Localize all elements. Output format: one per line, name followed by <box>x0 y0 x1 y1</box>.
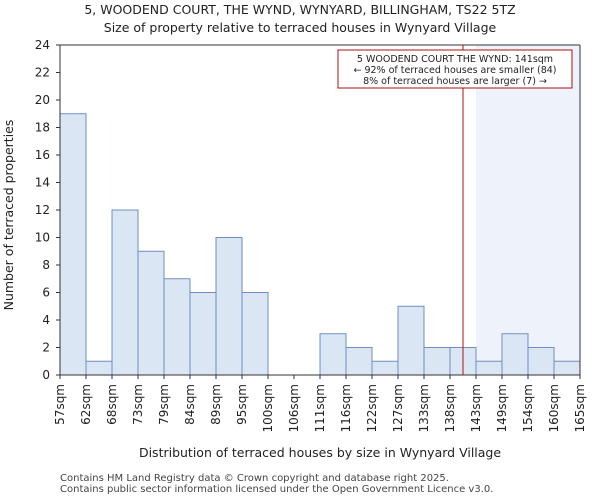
bar-62sqm <box>85 360 113 376</box>
histogram-chart: 5, WOODEND COURT, THE WYND, WYNYARD, BIL… <box>1 2 587 460</box>
x-tick-label-122sqm: 122sqm <box>365 384 379 432</box>
x-tick-label-165sqm: 165sqm <box>573 384 587 432</box>
y-tick-label-6: 6 <box>42 286 50 300</box>
x-tick-label-143sqm: 143sqm <box>469 384 483 432</box>
x-tick-label-106sqm: 106sqm <box>287 384 301 432</box>
x-tick-label-133sqm: 133sqm <box>417 384 431 432</box>
chart-title: 5, WOODEND COURT, THE WYND, WYNYARD, BIL… <box>84 2 515 17</box>
x-tick-label-127sqm: 127sqm <box>391 384 405 432</box>
bars-group <box>59 113 581 376</box>
y-tick-label-20: 20 <box>35 93 50 107</box>
annotation-line-3: 8% of terraced houses are larger (7) → <box>363 76 547 87</box>
x-tick-label-138sqm: 138sqm <box>443 384 457 432</box>
annotation-box: 5 WOODEND COURT THE WYND: 141sqm ← 92% o… <box>337 49 573 89</box>
y-tick-label-12: 12 <box>35 203 50 217</box>
y-tick-label-4: 4 <box>42 313 50 327</box>
bar-160sqm <box>553 360 581 376</box>
bar-133sqm <box>423 347 451 376</box>
bar-127sqm <box>397 305 425 376</box>
footer-licence: Contains public sector information licen… <box>60 484 494 495</box>
bar-116sqm <box>345 347 373 376</box>
bar-122sqm <box>371 360 399 376</box>
x-tick-label-57sqm: 57sqm <box>53 384 67 425</box>
annotation-line-2: ← 92% of terraced houses are smaller (84… <box>353 65 556 76</box>
x-tick-label-95sqm: 95sqm <box>235 384 249 425</box>
bar-68sqm <box>111 209 139 376</box>
y-tick-label-0: 0 <box>42 368 50 382</box>
x-tick-label-84sqm: 84sqm <box>183 384 197 425</box>
x-tick-label-89sqm: 89sqm <box>209 384 223 425</box>
bar-73sqm <box>137 250 165 376</box>
x-tick-label-160sqm: 160sqm <box>547 384 561 432</box>
x-tick-label-149sqm: 149sqm <box>495 384 509 432</box>
x-tick-label-100sqm: 100sqm <box>261 384 275 432</box>
annotation-line-1: 5 WOODEND COURT THE WYND: 141sqm <box>357 54 553 65</box>
bar-84sqm <box>189 292 217 376</box>
x-tick-label-154sqm: 154sqm <box>521 384 535 432</box>
bar-149sqm <box>501 333 529 376</box>
bar-143sqm <box>475 360 503 376</box>
x-tick-label-111sqm: 111sqm <box>313 384 327 432</box>
x-tick-label-73sqm: 73sqm <box>131 384 145 425</box>
bar-95sqm <box>241 292 269 376</box>
y-tick-label-8: 8 <box>42 258 50 272</box>
y-tick-label-14: 14 <box>35 176 50 190</box>
y-axis-label: Number of terraced properties <box>1 120 16 311</box>
y-tick-label-22: 22 <box>35 66 50 80</box>
chart-subtitle: Size of property relative to terraced ho… <box>104 20 497 35</box>
larger-houses-region <box>476 45 580 375</box>
y-tick-label-10: 10 <box>35 231 50 245</box>
bar-111sqm <box>319 333 347 376</box>
x-tick-label-79sqm: 79sqm <box>157 384 171 425</box>
y-tick-label-2: 2 <box>42 341 50 355</box>
y-tick-label-24: 24 <box>35 38 50 52</box>
bar-57sqm <box>59 113 87 376</box>
bar-89sqm <box>215 237 243 376</box>
footer-copyright: Contains HM Land Registry data © Crown c… <box>60 473 449 484</box>
bar-79sqm <box>163 278 191 376</box>
x-axis-ticks: 57sqm 62sqm 68sqm 73sqm 79sqm 84sqm 89sqm 95sqm… <box>53 375 587 432</box>
y-tick-label-18: 18 <box>35 121 50 135</box>
x-tick-label-62sqm: 62sqm <box>79 384 93 425</box>
x-tick-label-68sqm: 68sqm <box>105 384 119 425</box>
bar-154sqm <box>527 347 555 376</box>
x-tick-label-116sqm: 116sqm <box>339 384 353 432</box>
y-tick-label-16: 16 <box>35 148 50 162</box>
x-axis-label: Distribution of terraced houses by size … <box>139 445 501 460</box>
